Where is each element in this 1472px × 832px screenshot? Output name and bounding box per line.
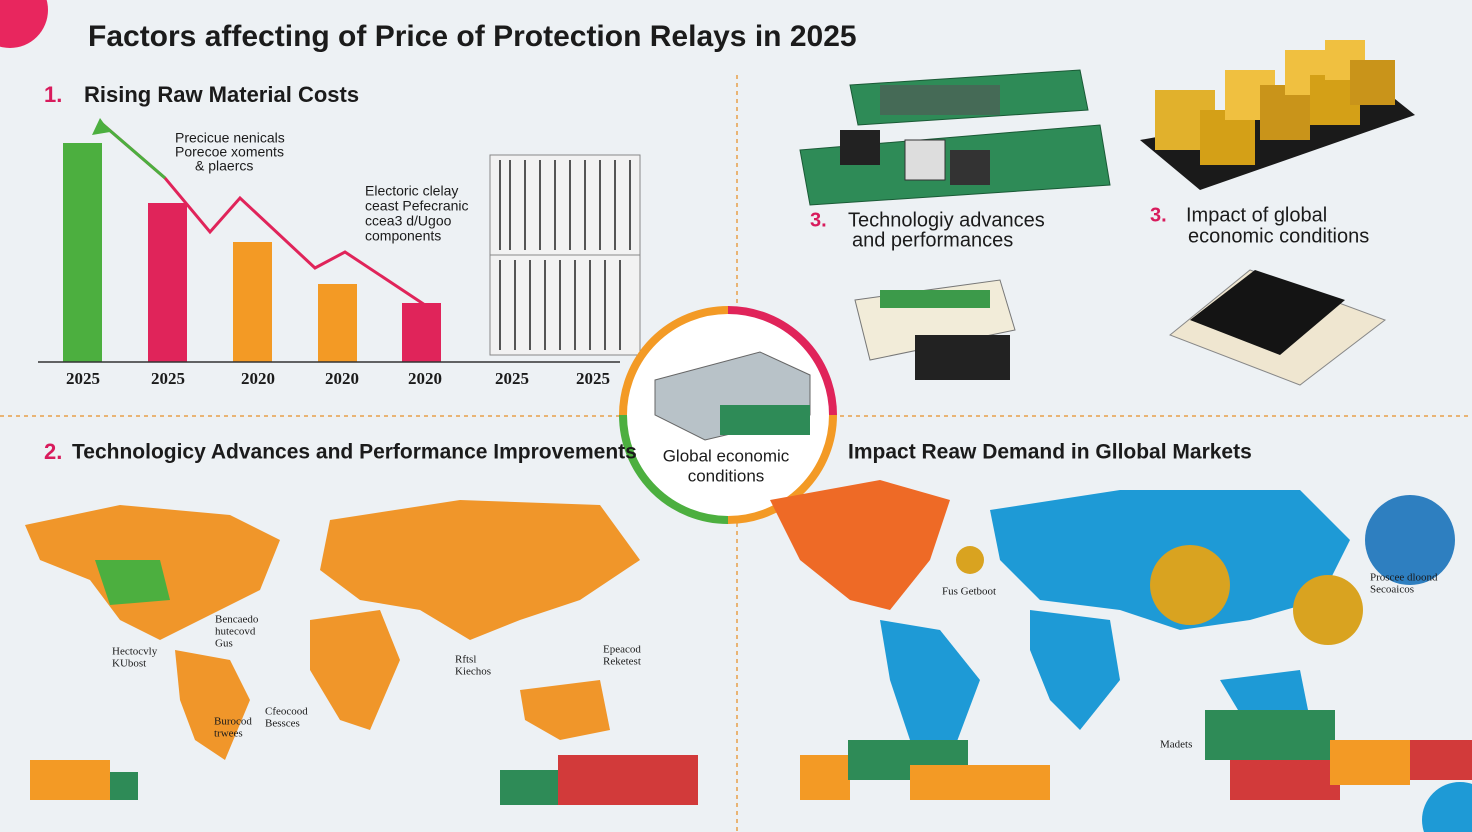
chart-note: Precicue nenicals [175, 130, 285, 146]
title: Factors affecting of Price of Protection… [88, 20, 857, 53]
relay-rack [489, 154, 641, 356]
map-label: Epeacod [603, 644, 641, 656]
section-title: economic conditions [1188, 225, 1369, 247]
map-label: Cfeocood [265, 706, 308, 718]
world-map-blue [770, 480, 1455, 760]
containers [30, 710, 1472, 805]
section-number: 3. [810, 209, 827, 231]
year-label: 2025 [576, 369, 610, 388]
section-title: Technologiy advances [848, 209, 1045, 231]
map-label: Fus Getboot [942, 586, 996, 598]
chart-note: & plaercs [195, 158, 253, 174]
gold-relays [1140, 40, 1415, 190]
section-title: Rising Raw Material Costs [84, 82, 359, 107]
year-label: 2025 [66, 369, 100, 388]
ic-module [1169, 269, 1387, 386]
center-label: Global economic [663, 446, 790, 465]
chart-note: ccea3 d/Ugoo [365, 213, 452, 229]
map-label: trwees [214, 728, 243, 740]
section-title: and performances [852, 229, 1013, 251]
map-label: Proscee dloond [1370, 572, 1438, 584]
chart-note: Electoric clelay [365, 183, 458, 199]
map-label: hutecovd [215, 626, 256, 638]
map-label: Bessces [265, 718, 300, 730]
map-label: KUbost [112, 658, 146, 670]
section-title: Impact Reaw Demand in Gllobal Markets [848, 441, 1252, 464]
map-label: Reketest [603, 656, 641, 668]
world-map-orange [25, 500, 640, 760]
corner-dot [0, 0, 48, 48]
map-label: Gus [215, 638, 233, 650]
section-number: 1. [44, 82, 62, 107]
section-title: Impact of global [1186, 204, 1327, 226]
chart-note: ceast Pefecranic [365, 198, 469, 214]
bar-illustration [38, 118, 620, 363]
chart-note: Porecoe xoments [175, 144, 284, 160]
map-label: Secoaicos [1370, 584, 1414, 596]
year-label: 2020 [325, 369, 359, 388]
year-label: 2025 [495, 369, 529, 388]
pcb-illustration [799, 69, 1111, 206]
map-label: Rftsl [455, 654, 476, 666]
center-badge [619, 306, 837, 524]
map-label: Hectocvly [112, 646, 158, 658]
section-number: 2. [44, 439, 62, 464]
section-title: Technologicy Advances and Performance Im… [72, 441, 637, 464]
corner-dot [1422, 782, 1472, 832]
section-number: 3. [1150, 204, 1167, 226]
relay-module [854, 279, 1016, 380]
chart-note: components [365, 228, 441, 244]
map-label: Burocod [214, 716, 252, 728]
map-label: Kiechos [455, 666, 491, 678]
year-label: 2020 [408, 369, 442, 388]
year-label: 2020 [241, 369, 275, 388]
map-label: Bencaedo [215, 614, 259, 626]
center-label: conditions [688, 466, 765, 485]
year-label: 2025 [151, 369, 185, 388]
map-label: Madets [1160, 739, 1192, 751]
